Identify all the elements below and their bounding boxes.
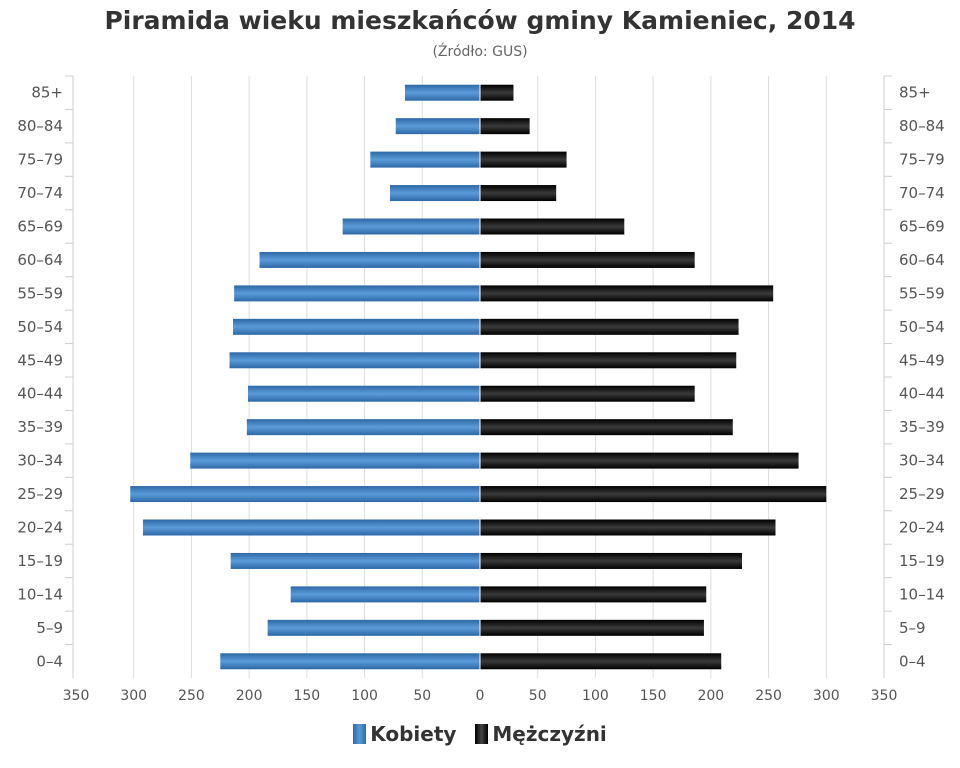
y-tick-label-left: 20–24 — [17, 519, 63, 537]
chart-title: Piramida wieku mieszkańców gminy Kamieni… — [104, 6, 856, 35]
y-tick-label-left: 60–64 — [17, 251, 63, 269]
y-tick-label-left: 45–49 — [17, 351, 63, 369]
x-tick-label: 0 — [476, 688, 485, 704]
y-tick-label-left: 50–54 — [17, 318, 63, 336]
y-tick-label-left: 75–79 — [17, 151, 63, 169]
bar-kobiety — [234, 285, 480, 302]
y-tick-label-left: 65–69 — [17, 218, 63, 236]
y-tick-label-right: 40–44 — [899, 385, 945, 403]
x-tick-label: 200 — [697, 688, 724, 704]
y-tick-label-left: 35–39 — [17, 418, 63, 436]
x-tick-label: 150 — [640, 688, 667, 704]
legend-item-mezczyzni[interactable]: Mężczyźni — [475, 722, 607, 746]
y-tick-label-right: 45–49 — [899, 351, 945, 369]
bar-mezczyzni — [480, 419, 733, 436]
bar-mezczyzni — [480, 251, 695, 268]
bar-mezczyzni — [480, 285, 774, 302]
bar-kobiety — [232, 318, 480, 335]
bar-kobiety — [142, 519, 480, 536]
chart-subtitle: (Źródło: GUS) — [432, 44, 528, 60]
bar-kobiety — [342, 218, 480, 235]
legend-item-kobiety[interactable]: Kobiety — [353, 722, 456, 746]
x-tick-label: 50 — [413, 688, 431, 704]
bar-mezczyzni — [480, 185, 557, 202]
y-tick-label-left: 0–4 — [36, 652, 63, 670]
bar-kobiety — [246, 419, 480, 436]
y-tick-label-right: 65–69 — [899, 218, 945, 236]
y-tick-label-left: 85+ — [31, 84, 63, 102]
y-tick-label-left: 10–14 — [17, 585, 63, 603]
x-tick-label: 150 — [293, 688, 320, 704]
bar-mezczyzni — [480, 151, 567, 168]
y-tick-label-right: 50–54 — [899, 318, 945, 336]
bar-kobiety — [229, 352, 480, 369]
x-tick-label: 250 — [755, 688, 782, 704]
x-tick-label: 50 — [529, 688, 547, 704]
bar-kobiety — [190, 452, 480, 469]
y-tick-label-left: 25–29 — [17, 485, 63, 503]
x-tick-label: 350 — [63, 688, 90, 704]
bar-mezczyzni — [480, 619, 704, 636]
x-tick-label: 100 — [351, 688, 378, 704]
bar-kobiety — [290, 586, 480, 603]
bar-kobiety — [267, 619, 480, 636]
y-tick-label-right: 0–4 — [899, 652, 926, 670]
legend: Kobiety Mężczyźni — [0, 722, 960, 749]
bar-mezczyzni — [480, 519, 776, 536]
legend-label: Kobiety — [370, 722, 457, 746]
y-tick-label-right: 10–14 — [899, 585, 945, 603]
bar-kobiety — [130, 486, 480, 503]
bar-mezczyzni — [480, 84, 514, 101]
y-tick-label-right: 75–79 — [899, 151, 945, 169]
y-tick-label-right: 25–29 — [899, 485, 945, 503]
legend-label: Mężczyźni — [492, 722, 607, 746]
bar-kobiety — [259, 251, 480, 268]
x-tick-label: 300 — [813, 688, 840, 704]
x-tick-label: 100 — [582, 688, 609, 704]
bar-kobiety — [389, 185, 480, 202]
y-tick-label-right: 60–64 — [899, 251, 945, 269]
bar-kobiety — [230, 552, 480, 569]
bar-mezczyzni — [480, 552, 743, 569]
y-tick-label-right: 20–24 — [899, 519, 945, 537]
bar-mezczyzni — [480, 352, 737, 369]
bar-mezczyzni — [480, 653, 722, 670]
x-tick-label: 200 — [236, 688, 263, 704]
y-tick-label-left: 70–74 — [17, 184, 63, 202]
bar-mezczyzni — [480, 118, 530, 135]
y-tick-label-left: 15–19 — [17, 552, 63, 570]
legend-swatch-kobiety — [353, 724, 367, 744]
y-tick-label-right: 35–39 — [899, 418, 945, 436]
y-tick-label-left: 5–9 — [36, 619, 63, 637]
bar-mezczyzni — [480, 486, 827, 503]
y-tick-label-left: 80–84 — [17, 117, 63, 135]
legend-swatch-mezczyzni — [475, 724, 489, 744]
y-tick-label-left: 30–34 — [17, 452, 63, 470]
y-tick-label-right: 85+ — [899, 84, 931, 102]
y-tick-label-right: 80–84 — [899, 117, 945, 135]
bar-mezczyzni — [480, 218, 625, 235]
x-tick-label: 300 — [120, 688, 147, 704]
y-tick-label-right: 15–19 — [899, 552, 945, 570]
bar-mezczyzni — [480, 385, 695, 402]
x-tick-label: 250 — [178, 688, 205, 704]
bar-kobiety — [395, 118, 480, 135]
y-tick-label-right: 55–59 — [899, 284, 945, 302]
y-tick-label-right: 30–34 — [899, 452, 945, 470]
bar-kobiety — [220, 653, 481, 670]
y-tick-label-left: 40–44 — [17, 385, 63, 403]
bar-kobiety — [404, 84, 480, 101]
bar-kobiety — [247, 385, 480, 402]
bar-mezczyzni — [480, 586, 707, 603]
bar-kobiety — [370, 151, 480, 168]
y-tick-label-right: 70–74 — [899, 184, 945, 202]
y-tick-label-left: 55–59 — [17, 284, 63, 302]
y-tick-label-right: 5–9 — [899, 619, 926, 637]
bar-mezczyzni — [480, 452, 799, 469]
bar-mezczyzni — [480, 318, 739, 335]
x-tick-label: 350 — [871, 688, 898, 704]
